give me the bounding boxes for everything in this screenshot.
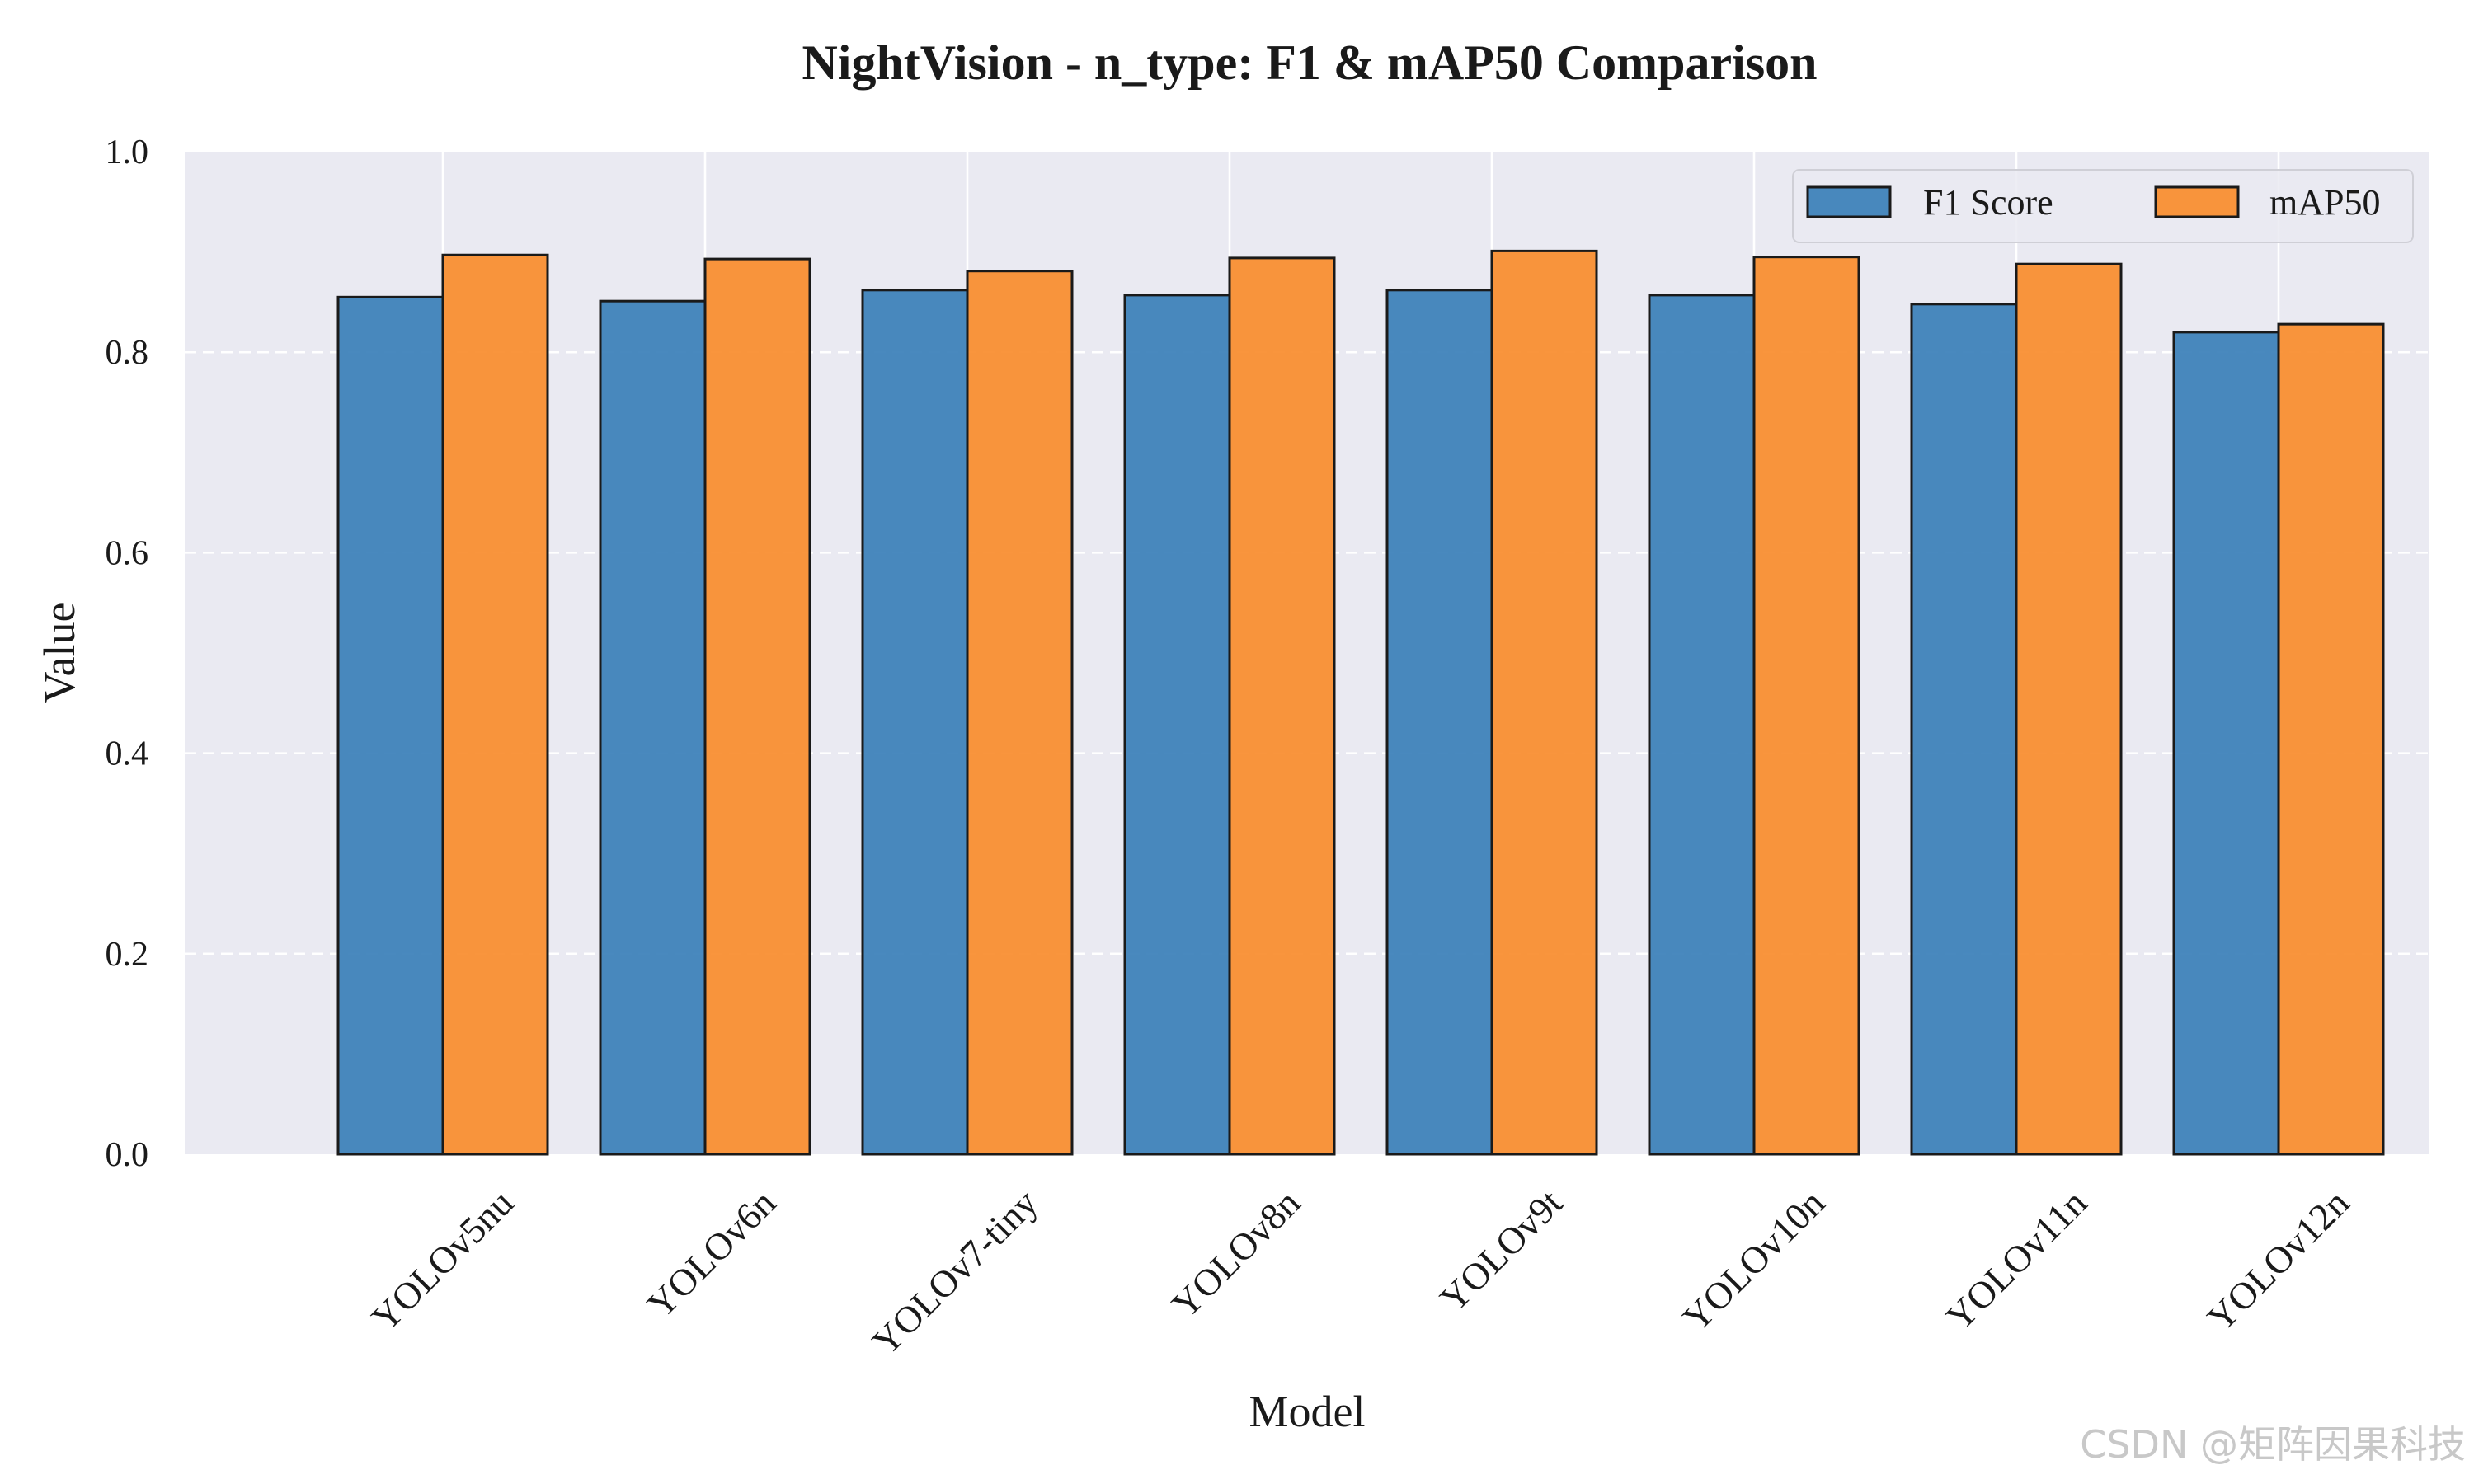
watermark: CSDN @矩阵因果科技 [2080,1422,2466,1467]
y-axis-label: Value [35,603,84,704]
y-tick-label: 0.2 [106,936,149,974]
legend-swatch [2154,186,2240,218]
bar-f1-score-yolov9t [1385,289,1493,1156]
bar-f1-score-yolov6n [599,299,707,1156]
bar-map50-yolov7-tiny [966,270,1074,1156]
x-tick-label: YOLOv12n [2199,1181,2357,1339]
bar-f1-score-yolov5nu [336,295,444,1156]
bar-f1-score-yolov7-tiny [861,289,969,1156]
legend-box [1792,169,2414,243]
x-axis-label: Model [1249,1387,1366,1436]
bar-map50-yolov6n [703,257,811,1156]
bar-f1-score-yolov12n [2172,331,2280,1156]
bar-map50-yolov8n [1228,256,1336,1156]
legend: F1 Score mAP50 [1792,169,2414,243]
bar-map50-yolov11n [2015,262,2123,1156]
chart-title: NightVision - n_type: F1 & mAP50 Compari… [802,35,1817,90]
y-tick-label: 0.4 [106,735,149,773]
legend-swatch [1806,186,1892,218]
x-axis-ticks: YOLOv5nu YOLOv6n YOLOv7-tiny YOLOv8n YOLOv9t… [364,1181,2357,1364]
y-tick-label: 0.8 [106,334,149,372]
x-tick-label: YOLOv11n [1938,1181,2095,1338]
bar-map50-yolov10n [1752,256,1860,1156]
x-tick-label: YOLOv9t [1432,1181,1570,1320]
bar-map50-yolov9t [1490,249,1598,1156]
x-tick-label: YOLOv7-tiny [864,1181,1046,1363]
bar-f1-score-yolov10n [1648,294,1756,1156]
bar-f1-score-yolov8n [1123,294,1231,1156]
x-tick-label: YOLOv8n [1164,1181,1308,1326]
legend-label: F1 Score [1923,182,2053,223]
x-tick-label: YOLOv10n [1675,1181,1832,1339]
y-axis-ticks: 0.0 0.2 0.4 0.6 0.8 1.0 [106,134,149,1174]
y-tick-label: 0.6 [106,534,149,572]
bars [336,249,2385,1156]
bar-map50-yolov5nu [441,253,549,1156]
legend-label: mAP50 [2269,182,2380,223]
y-tick-label: 0.0 [106,1136,149,1174]
bar-f1-score-yolov11n [1910,303,2018,1156]
x-tick-label: YOLOv6n [639,1181,783,1326]
y-tick-label: 1.0 [106,134,149,171]
x-tick-label: YOLOv5nu [364,1181,521,1339]
bar-map50-yolov12n [2277,322,2385,1156]
